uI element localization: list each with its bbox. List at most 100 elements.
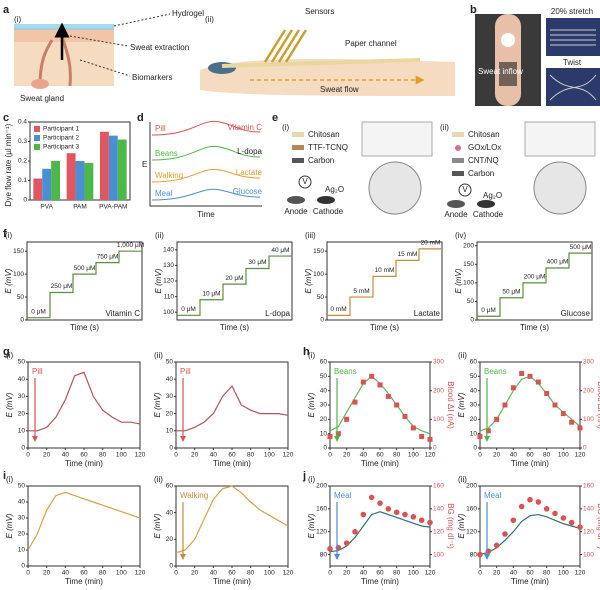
y-tick-label: 20 [320, 416, 328, 423]
x-tick-label: 100 [558, 570, 569, 577]
x-tick-label: 100 [408, 570, 419, 577]
sub-label: (iii) [305, 231, 316, 240]
photo [546, 18, 600, 56]
label: 20% stretch [551, 7, 593, 16]
layer-icon [292, 145, 304, 150]
circle-marker [327, 546, 333, 552]
y-axis-label: E (mV) [304, 268, 313, 293]
y-tick-label: 120 [466, 528, 477, 535]
step-label: 5 mM [353, 288, 369, 295]
schematic-curve [151, 145, 261, 161]
y2-tick-label: 200 [583, 387, 594, 394]
square-marker [494, 416, 500, 422]
label: Biomarkers [132, 73, 172, 82]
square-marker [510, 385, 516, 391]
y-tick-label: 0 [473, 445, 477, 452]
x-tick-label: 120 [135, 452, 146, 459]
circle-marker [385, 506, 392, 512]
label: Cathode [313, 207, 344, 216]
x-tick-label: 20 [343, 570, 351, 577]
y-tick-label: 20 [18, 531, 26, 538]
x-tick-label: 120 [283, 452, 294, 459]
square-marker [369, 373, 375, 379]
y-tick-label: 0.2 [18, 158, 27, 165]
circle-marker [527, 496, 533, 503]
x-axis-label: Time [197, 210, 215, 219]
x-tick-label: 120 [425, 570, 436, 577]
y2-tick-label: 0 [583, 445, 587, 452]
legend-label: Participant 1 [43, 126, 80, 133]
y-tick-label: 150 [313, 248, 324, 255]
y-tick-label: 100 [13, 271, 24, 278]
y-axis-label: E (mV) [5, 392, 14, 417]
label: Beans [155, 149, 178, 158]
y-axis-label: E (mV) [153, 392, 162, 417]
y-tick-label: 50 [18, 483, 26, 490]
y-tick-label: 20 [470, 416, 478, 423]
square-marker [560, 411, 566, 417]
y2-tick-label: 100 [583, 551, 594, 558]
y-tick-label: 0 [320, 317, 324, 324]
label: Paper channel [345, 39, 397, 48]
annotation: Beans [484, 367, 507, 376]
y-axis-label: E (mV) [307, 392, 316, 417]
y-tick-label: 20 [166, 536, 174, 543]
x-tick-label: 80 [99, 452, 107, 459]
y-axis-label: Dye flow rate (µl min⁻¹) [4, 123, 13, 206]
x-tick-label: 100 [264, 570, 275, 577]
y-tick-label: 0 [23, 197, 27, 204]
schematic-curve [151, 168, 261, 183]
step-label: 500 μM [570, 244, 592, 251]
x-tick-label: 20 [493, 452, 501, 459]
y-tick-label: 60 [470, 359, 478, 366]
x-tick-label: 100 [408, 452, 419, 459]
schematic-curve [151, 120, 261, 136]
x-tick-label: 60 [376, 570, 384, 577]
y-tick-label: 50 [17, 294, 25, 301]
axes-frame [326, 241, 443, 321]
y-tick-label: 30 [320, 402, 328, 409]
label: Pill [155, 124, 166, 133]
x-axis-label: Time (min) [511, 577, 549, 586]
layer-icon [452, 171, 464, 176]
step-label: 500 μM [74, 265, 96, 272]
panel-letter: d [137, 112, 144, 124]
square-marker [485, 428, 491, 434]
annotation: Beans [334, 367, 357, 376]
line [327, 248, 442, 317]
y-tick-label: 0 [20, 317, 24, 324]
x-tick-label: 0 [26, 570, 30, 577]
y-tick-label: 0 [169, 445, 173, 452]
layer-icon [292, 132, 304, 137]
y-tick-label: 60 [320, 359, 328, 366]
square-marker [477, 434, 483, 440]
x-tick-label: 20 [191, 570, 199, 577]
y-tick-label: 40 [18, 499, 26, 506]
y-tick-label: 50 [320, 373, 328, 380]
square-marker [377, 382, 383, 388]
layer-icon [455, 145, 461, 151]
label: Carbon [468, 169, 494, 178]
arm-illustration [200, 29, 455, 96]
x-axis-label: Time (min) [213, 577, 251, 586]
y-tick-label: 160 [316, 506, 327, 513]
x-axis-label: Time (min) [361, 459, 399, 468]
line [176, 385, 289, 432]
x-axis-label: Time (s) [70, 323, 99, 332]
y2-tick-label: 0 [433, 445, 437, 452]
label: Chitosan [308, 130, 340, 139]
x-tick-label: 0 [328, 452, 332, 459]
panel-letter: b [470, 4, 477, 16]
electrode [287, 196, 305, 204]
label: Sweat extraction [130, 43, 189, 52]
y-tick-label: 30 [18, 393, 26, 400]
label: V [462, 185, 468, 194]
bar [66, 153, 76, 200]
y-axis-label: E (mV) [307, 513, 316, 538]
x-tick-label: 60 [526, 452, 534, 459]
y-tick-label: 130 [163, 262, 174, 269]
sensor [501, 33, 515, 47]
y-axis-label: E [142, 160, 147, 169]
label: Glucose [233, 187, 263, 196]
square-marker [577, 425, 583, 431]
